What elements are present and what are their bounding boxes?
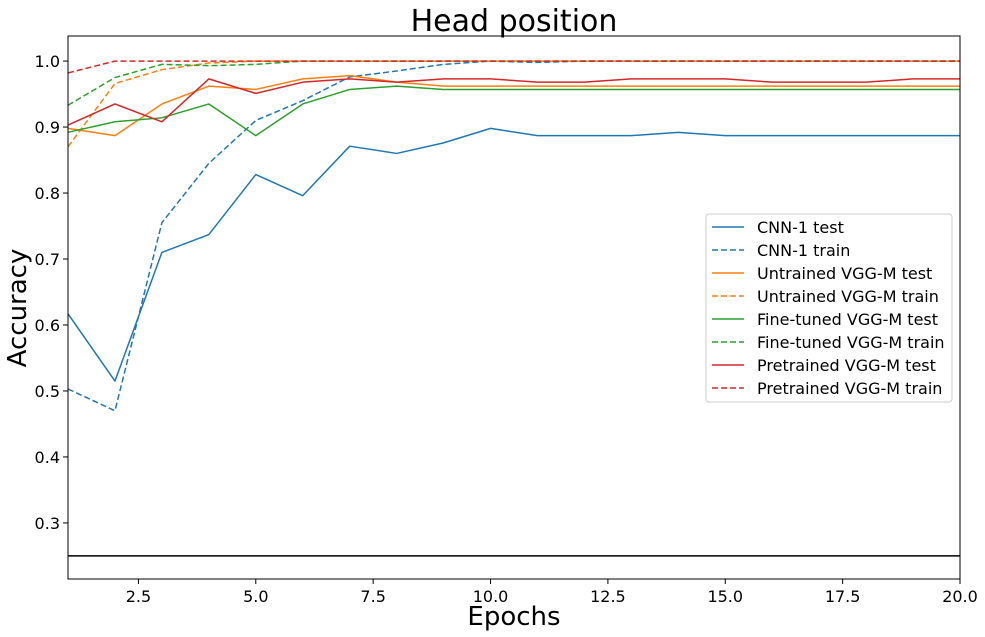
y-tick-label: 0.6 [35,316,60,335]
x-tick-label: 7.5 [360,587,385,606]
y-axis-label: Accuracy [3,249,33,368]
x-tick-label: 10.0 [473,587,509,606]
y-tick-label: 0.8 [35,184,60,203]
x-axis-label: Epochs [467,602,560,632]
series-line-pretrained-vgg-m-train [67,60,960,74]
legend-box [705,213,953,403]
y-tick-label: 0.4 [35,448,60,467]
y-tick-label: 0.9 [35,118,60,137]
x-tick-label: 12.5 [590,587,626,606]
y-tick-label: 0.7 [35,250,60,269]
y-tick-label: 1.0 [35,52,60,71]
series-line-fine-tuned-vgg-m-test [67,85,960,137]
legend-label-fine-tuned-vgg-m-train: Fine-tuned VGG-M train [757,333,945,352]
x-tick-label: 20.0 [942,587,978,606]
series-line-untrained-vgg-m-train [67,60,960,148]
legend-label-pretrained-vgg-m-train: Pretrained VGG-M train [757,379,942,398]
series-line-fine-tuned-vgg-m-train [67,60,960,106]
legend-label-cnn-1-train: CNN-1 train [757,241,850,260]
y-tick-label: 0.5 [35,382,60,401]
x-tick-label: 2.5 [126,587,151,606]
legend-label-fine-tuned-vgg-m-test: Fine-tuned VGG-M test [757,310,938,329]
legend-label-cnn-1-test: CNN-1 test [757,218,844,237]
x-tick-label: 5.0 [243,587,268,606]
plot-frame [67,35,961,580]
legend-label-untrained-vgg-m-train: Untrained VGG-M train [757,287,939,306]
plot-area: 2.5 5.0 7.5 10.0 12.5 15.0 17.5 20.0 0.3 0.4 0.5 0.… [35,35,978,606]
series-line-untrained-vgg-m-test [67,74,960,137]
series-line-pretrained-vgg-m-test [67,78,960,126]
chart-title: Head position [411,4,618,39]
legend: CNN-1 test CNN-1 train Untrained VGG-M tes… [705,213,953,403]
y-tick-label: 0.3 [35,514,60,533]
legend-label-pretrained-vgg-m-test: Pretrained VGG-M test [757,356,936,375]
x-tick-label: 15.0 [707,587,743,606]
legend-label-untrained-vgg-m-test: Untrained VGG-M test [757,264,932,283]
x-tick-label: 17.5 [825,587,861,606]
series-line-cnn-1-test [67,127,960,382]
